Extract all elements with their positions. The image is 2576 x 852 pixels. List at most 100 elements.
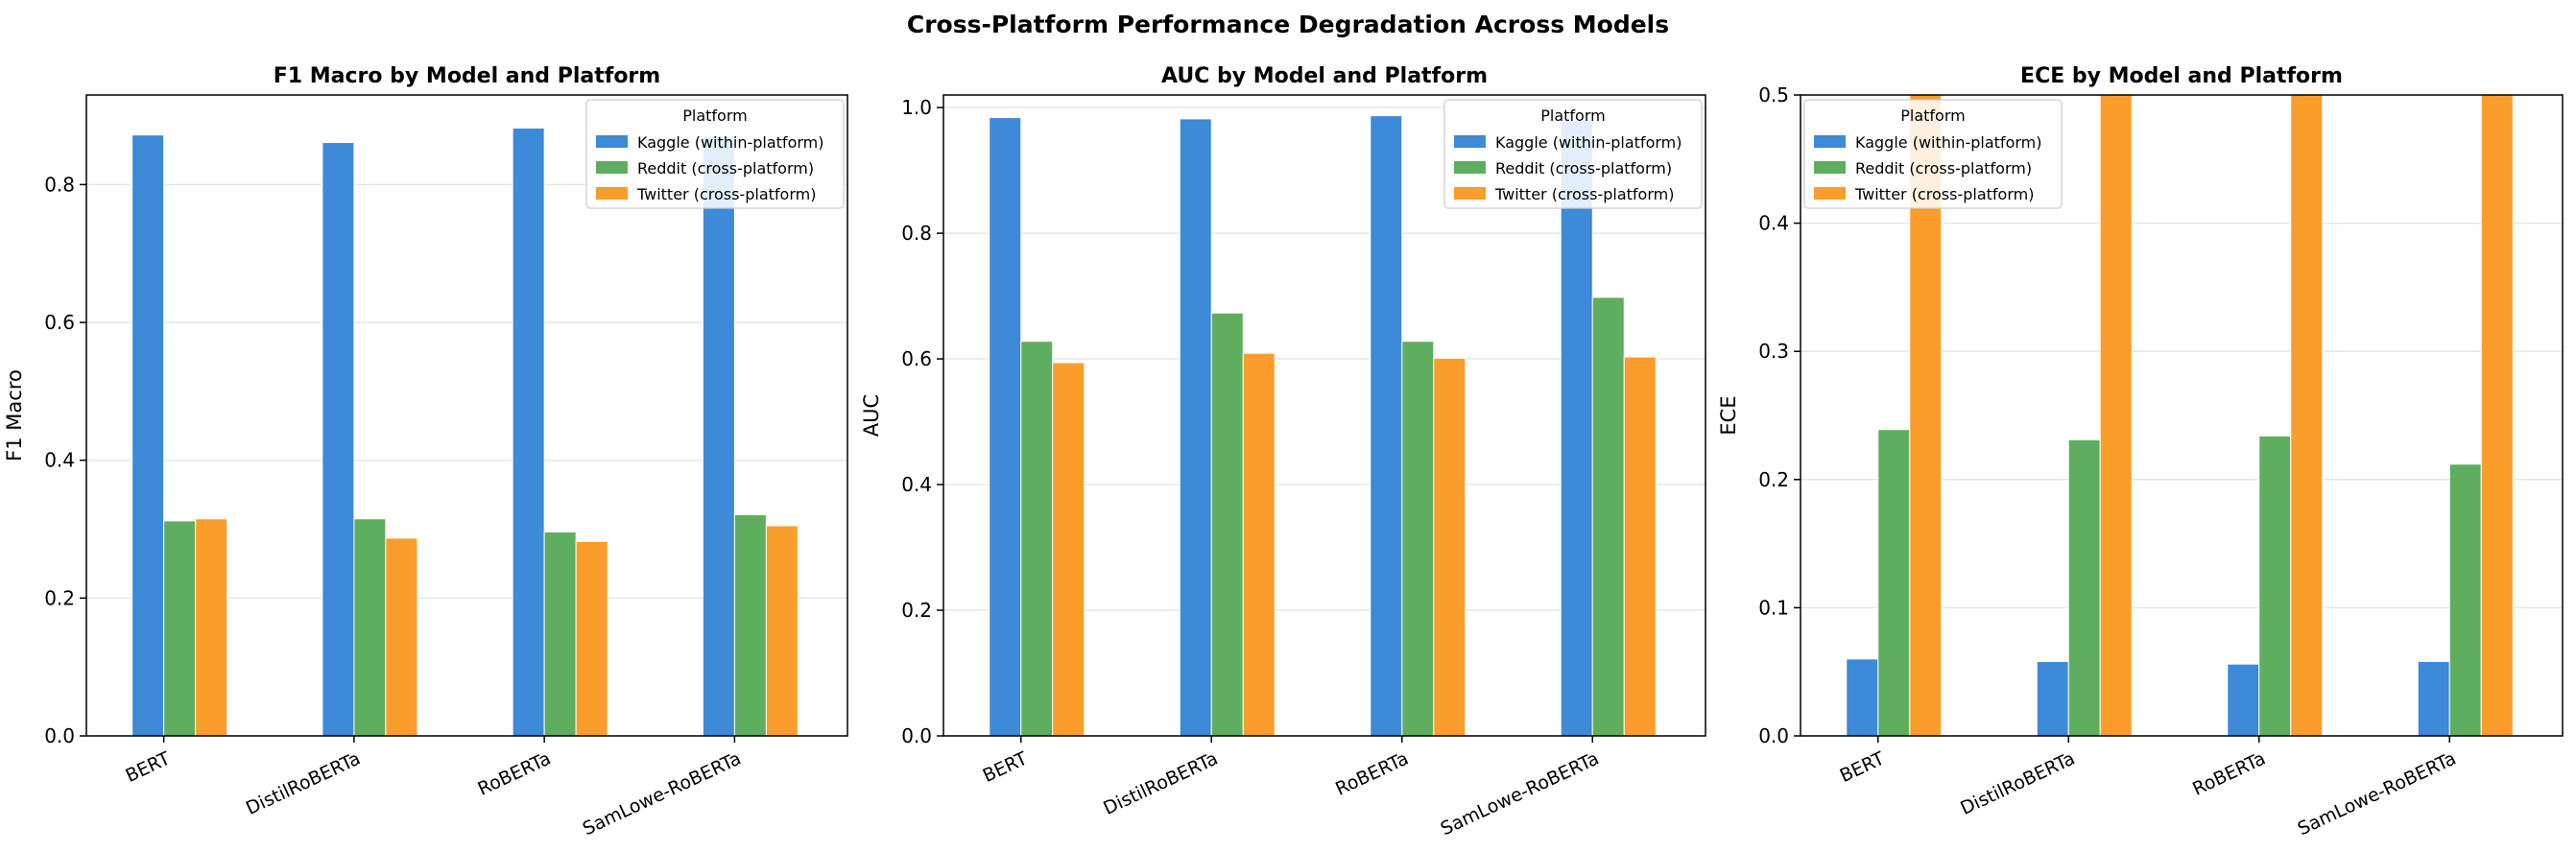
legend-box (585, 99, 845, 209)
y-tick-label: 0.4 (1758, 212, 1789, 235)
bar-reddit (2067, 438, 2101, 737)
y-axis-label: F1 Macro (3, 369, 26, 462)
bar-twitter (385, 537, 418, 737)
x-tick-label: BERT (980, 747, 1032, 787)
legend-entry: Reddit (cross-platform) (1855, 159, 2032, 178)
x-tick-label: DistilRoBERTa (243, 748, 364, 819)
bar-reddit (163, 520, 197, 737)
chart-panel-2: 0.0 0.2 0.4 0.6 0.8 1.0 BERT DistilRoBERTa RoBER… (860, 64, 1706, 840)
y-tick-label: 0.6 (901, 347, 932, 370)
x-tick-label: BERT (123, 747, 175, 787)
bar-twitter (2290, 94, 2324, 737)
bar-twitter (2480, 94, 2514, 737)
y-tick-label: 0.3 (1758, 340, 1789, 363)
plot-frame (1800, 94, 2564, 737)
chart-panel-3: 0.0 0.1 0.2 0.3 0.4 0.5 BERT DistilRoBERTa RoBER… (1717, 64, 2564, 840)
y-tick-label: 0.0 (44, 724, 75, 747)
x-tick-label: BERT (1837, 747, 1889, 787)
y-tick-label: 0.5 (1758, 83, 1789, 106)
legend-entry: Kaggle (within-platform) (637, 133, 823, 152)
y-tick-label: 1.0 (901, 96, 932, 119)
y-tick-label: 0.6 (44, 311, 75, 334)
legend-swatch (1814, 161, 1846, 174)
legend-swatch (1454, 187, 1486, 200)
bar-reddit (1020, 341, 1054, 737)
legend-entry: Reddit (cross-platform) (637, 159, 814, 178)
y-axis-label: ECE (1717, 395, 1740, 435)
legend-swatch (1454, 135, 1486, 148)
bar-twitter (1623, 356, 1657, 737)
bar-reddit (733, 513, 767, 737)
plot-frame (942, 94, 1706, 737)
y-tick-label: 0.4 (901, 473, 932, 496)
bar-twitter (1433, 357, 1467, 737)
y-tick-label: 0.2 (1758, 468, 1789, 491)
legend-title: Platform (1900, 106, 1965, 125)
legend: Platform Kaggle (within-platform) Reddit (… (1803, 99, 2063, 209)
legend-swatch (1454, 161, 1486, 174)
legend-entry: Twitter (cross-platform) (1494, 185, 1674, 203)
plot-frame (85, 94, 848, 737)
legend-swatch (596, 187, 628, 200)
legend-swatch (596, 161, 628, 174)
legend-swatch (1814, 135, 1846, 148)
bar-kaggle (1846, 658, 1879, 737)
bar-twitter (1242, 352, 1276, 737)
legend-entry: Reddit (cross-platform) (1495, 159, 1672, 178)
y-tick-label: 0.8 (901, 222, 932, 245)
bar-kaggle (1370, 115, 1403, 737)
y-tick-label: 0.4 (44, 449, 75, 472)
legend-entry: Kaggle (within-platform) (1855, 133, 2041, 152)
legend-swatch (596, 135, 628, 148)
legend: Platform Kaggle (within-platform) Reddit (… (1443, 99, 1703, 209)
x-tick-label: SamLowe-RoBERTa (580, 748, 745, 840)
bar-twitter (2099, 94, 2133, 737)
panel-title: AUC by Model and Platform (1161, 64, 1488, 88)
bar-kaggle (702, 135, 735, 737)
bar-kaggle (512, 127, 545, 737)
bar-reddit (1401, 341, 1435, 737)
legend-title: Platform (682, 106, 747, 125)
y-axis-label: AUC (860, 394, 883, 437)
x-tick-label: SamLowe-RoBERTa (1438, 748, 1603, 840)
figure-title: Cross-Platform Performance Degradation A… (907, 11, 1669, 38)
x-tick-label: DistilRoBERTa (1957, 748, 2078, 819)
y-tick-label: 0.2 (44, 586, 75, 609)
bar-kaggle (1560, 119, 1593, 737)
x-tick-label: SamLowe-RoBERTa (2295, 748, 2460, 840)
bar-kaggle (2036, 661, 2069, 737)
bar-twitter (195, 518, 228, 737)
legend-entry: Twitter (cross-platform) (636, 185, 816, 203)
x-tick-label: RoBERTa (2189, 748, 2269, 800)
bar-reddit (1877, 429, 1911, 737)
panel-title: F1 Macro by Model and Platform (274, 64, 660, 88)
bar-kaggle (322, 142, 355, 737)
legend-entry: Kaggle (within-platform) (1495, 133, 1682, 152)
legend-box (1803, 99, 2063, 209)
x-tick-label: RoBERTa (475, 748, 555, 800)
x-tick-label: RoBERTa (1332, 748, 1412, 800)
bar-twitter (1052, 362, 1085, 737)
bar-reddit (2448, 463, 2482, 737)
bar-kaggle (1179, 118, 1212, 737)
bar-reddit (1591, 296, 1625, 737)
y-tick-label: 0.0 (901, 724, 932, 747)
bar-reddit (353, 518, 387, 737)
chart-panel-1: 0.0 0.2 0.4 0.6 0.8 BERT DistilRoBERTa RoBERTa S… (3, 64, 848, 840)
bar-reddit (2258, 435, 2292, 737)
legend-swatch (1814, 187, 1846, 200)
bar-kaggle (131, 134, 165, 737)
x-tick-label: DistilRoBERTa (1100, 748, 1221, 819)
legend-box (1443, 99, 1703, 209)
bar-twitter (765, 525, 799, 737)
bar-kaggle (2417, 661, 2450, 737)
y-tick-label: 0.8 (44, 173, 75, 196)
y-tick-label: 0.0 (1758, 724, 1789, 747)
bar-kaggle (989, 117, 1022, 737)
y-tick-label: 0.2 (901, 599, 932, 622)
legend-title: Platform (1540, 106, 1605, 125)
bar-kaggle (2227, 663, 2260, 737)
legend: Platform Kaggle (within-platform) Reddit (… (585, 99, 845, 209)
bar-reddit (543, 531, 577, 737)
